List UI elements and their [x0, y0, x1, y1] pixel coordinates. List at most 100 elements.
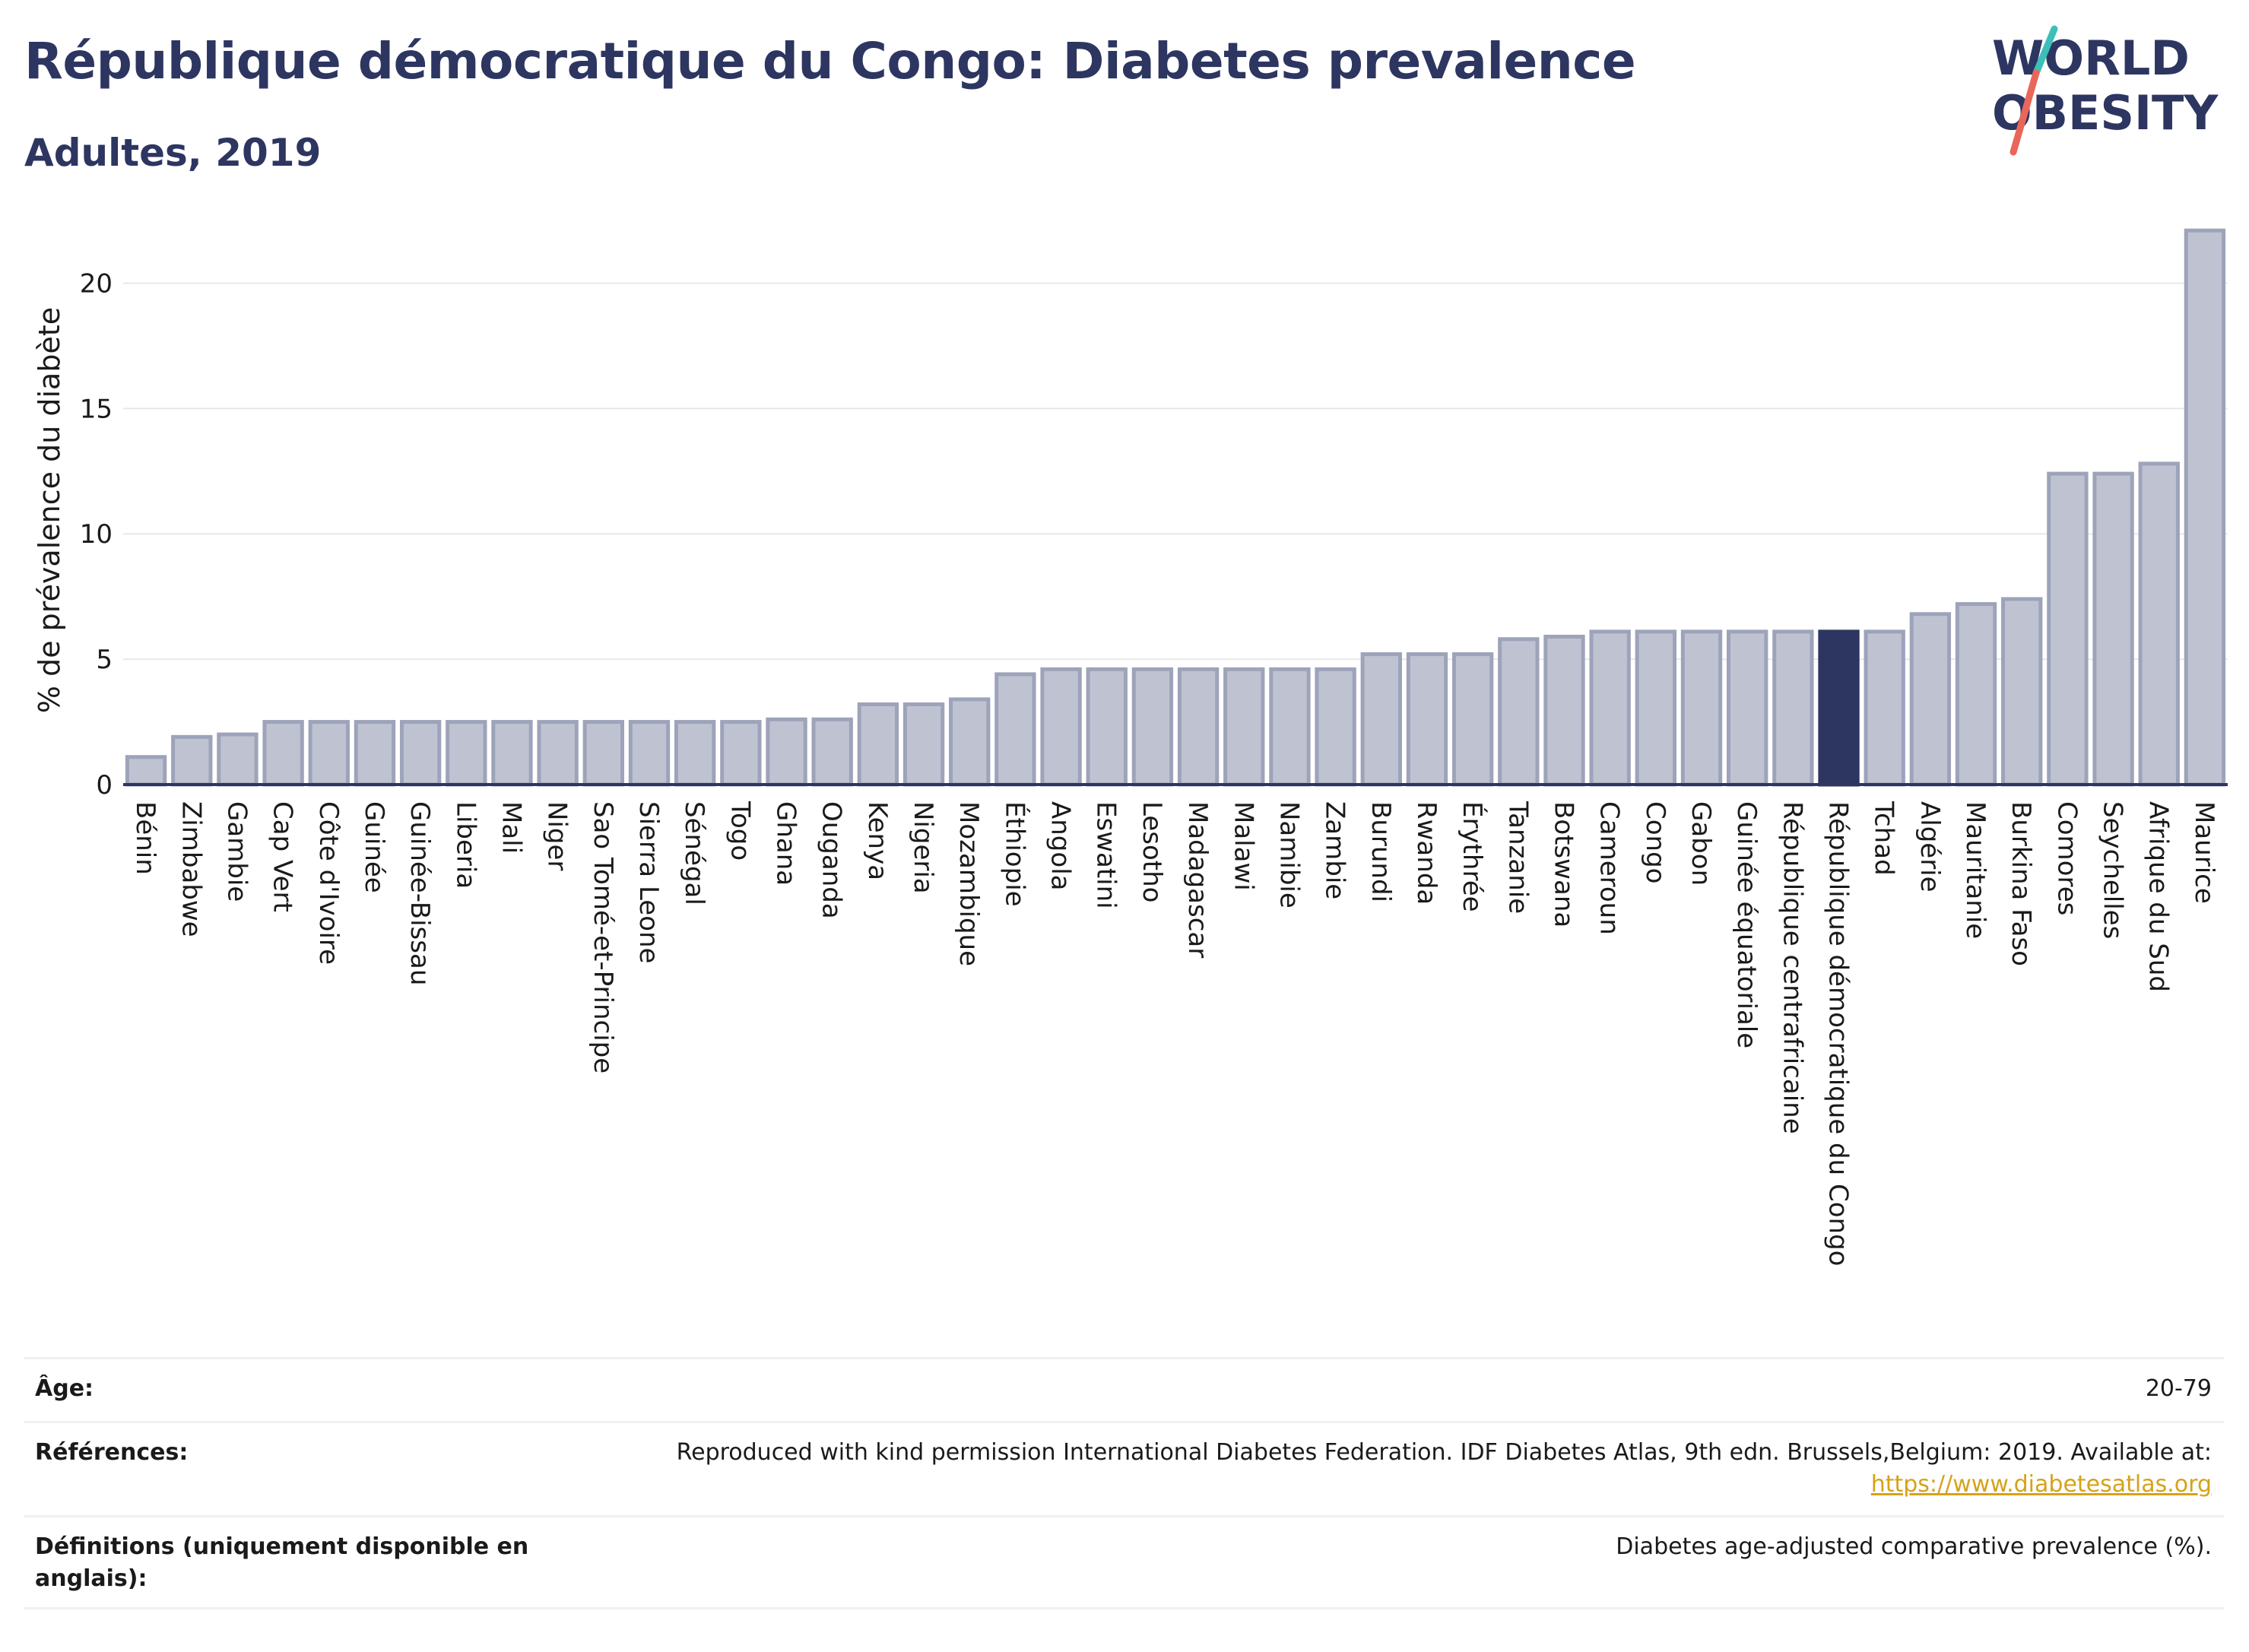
bar [720, 720, 762, 787]
bar [491, 720, 533, 787]
bar [811, 717, 853, 787]
bar [1406, 652, 1448, 787]
bar [537, 720, 579, 787]
bar [1223, 667, 1265, 787]
bar [766, 717, 807, 787]
x-tick-label: République démocratique du Congo [1823, 801, 1854, 1266]
x-tick-label: Madagascar [1182, 801, 1213, 958]
bar [1635, 629, 1676, 787]
x-tick-label: Togo [725, 801, 755, 861]
bar [674, 720, 716, 787]
bar [1864, 629, 1905, 787]
meta-row-age: Âge: 20-79 [24, 1357, 2224, 1421]
x-tick-label: Lesotho [1137, 801, 1167, 902]
x-tick-label: Rwanda [1411, 801, 1442, 905]
meta-row-references: Références: Reproduced with kind permiss… [24, 1421, 2224, 1515]
y-tick-label: 20 [80, 268, 113, 299]
age-label: Âge: [35, 1375, 94, 1402]
bar [857, 702, 899, 787]
x-tick-label: Liberia [450, 801, 481, 889]
x-tick-label: Malawi [1228, 801, 1258, 891]
bar-chart: 0 5 10 15 20 % de prévalence du diabète Bénin Z… [33, 228, 2228, 1266]
bar [902, 702, 945, 787]
metadata-table: Âge: 20-79 Références: Reproduced with k… [24, 1357, 2224, 1609]
bar [1909, 612, 1952, 787]
x-tick-label: Nigeria [908, 801, 938, 894]
bar-highlighted [1818, 629, 1860, 787]
x-tick-label: Mozambique [953, 801, 984, 966]
bar [1315, 667, 1356, 787]
x-tick-label: Comores [2051, 801, 2082, 915]
x-tick-label: Afrique du Sud [2143, 801, 2174, 992]
definitions-value: Diabetes age-adjusted comparative preval… [1616, 1533, 2212, 1560]
x-tick-label: Côte d'Ivoire [313, 801, 344, 965]
x-tick-label: Mauritanie [1960, 801, 1990, 939]
logo-slash-teal [2032, 25, 2058, 77]
bar [1955, 602, 1997, 787]
x-tick-label: Éthiopie [999, 801, 1030, 907]
x-tick-label: Angola [1045, 801, 1076, 890]
x-tick-label: Ghana [771, 801, 801, 886]
bar [1772, 629, 1814, 787]
x-tick-label: Bénin [130, 801, 160, 875]
references-text: Reproduced with kind permission Internat… [676, 1439, 2212, 1466]
bar [1086, 667, 1128, 787]
y-tick-label: 15 [80, 394, 113, 424]
page-subtitle: Adultes, 2019 [24, 131, 322, 175]
bar [1680, 629, 1723, 787]
x-tick-label: Botswana [1548, 801, 1578, 927]
x-tick-label: Guinée-Bissau [404, 801, 435, 985]
x-tick-label: Gambie [221, 801, 252, 902]
x-tick-label: Congo [1640, 801, 1670, 883]
x-tick-label: Maurice [2189, 801, 2219, 904]
x-tick-label: Zimbabwe [176, 801, 206, 937]
logo-slash-coral [2010, 69, 2040, 156]
bar [399, 720, 442, 787]
x-tick-label: Tanzanie [1502, 801, 1533, 914]
x-tick-label: Burundi [1366, 801, 1396, 902]
y-tick-label: 5 [96, 645, 113, 675]
bar [949, 697, 991, 787]
x-tick-label: Guinée équatoriale [1731, 801, 1762, 1048]
x-tick-label: Érythrée [1457, 801, 1488, 912]
bar [217, 732, 259, 787]
world-obesity-logo[interactable]: WORLD OBESITY [1977, 23, 2235, 160]
x-tick-label: Niger [542, 801, 573, 870]
bar [2092, 471, 2134, 787]
x-tick-label: Mali [496, 801, 526, 854]
x-tick-label: Cap Vert [268, 801, 298, 912]
x-tick-label: Tchad [1869, 801, 1899, 876]
bar [2138, 461, 2180, 787]
bar [1131, 667, 1174, 787]
x-tick-label: Eswatini [1091, 801, 1121, 909]
x-tick-label: Seychelles [2098, 801, 2128, 939]
x-tick-label: Guinée [359, 801, 389, 893]
bar [308, 720, 350, 787]
age-value: 20-79 [2145, 1375, 2212, 1402]
bar [994, 672, 1036, 787]
bar [2001, 597, 2043, 787]
references-link[interactable]: https://www.diabetesatlas.org [1870, 1471, 2212, 1498]
x-tick-label: Kenya [862, 801, 893, 880]
bar [354, 720, 396, 787]
bar [628, 720, 671, 787]
bar [125, 755, 167, 787]
x-tick-label: Cameroun [1594, 801, 1625, 935]
logo-text-world: WORLD [1992, 30, 2190, 86]
x-tick-label: Burkina Faso [2006, 801, 2036, 966]
bar [2184, 228, 2226, 787]
bar [1727, 629, 1768, 787]
x-tick-label: Zambie [1320, 801, 1350, 899]
bar [2047, 471, 2089, 787]
bar [1040, 667, 1082, 787]
x-tick-label: Namibie [1274, 801, 1304, 908]
x-tick-label: Sénégal [679, 801, 709, 905]
y-tick-label: 10 [80, 519, 113, 550]
bar [1177, 667, 1220, 787]
y-tick-label: 0 [96, 770, 113, 801]
x-tick-label: République centrafricaine [1777, 801, 1807, 1134]
bar [1269, 667, 1311, 787]
bar [262, 720, 304, 787]
bar [446, 720, 487, 787]
references-value: Reproduced with kind permission Internat… [539, 1437, 2224, 1501]
